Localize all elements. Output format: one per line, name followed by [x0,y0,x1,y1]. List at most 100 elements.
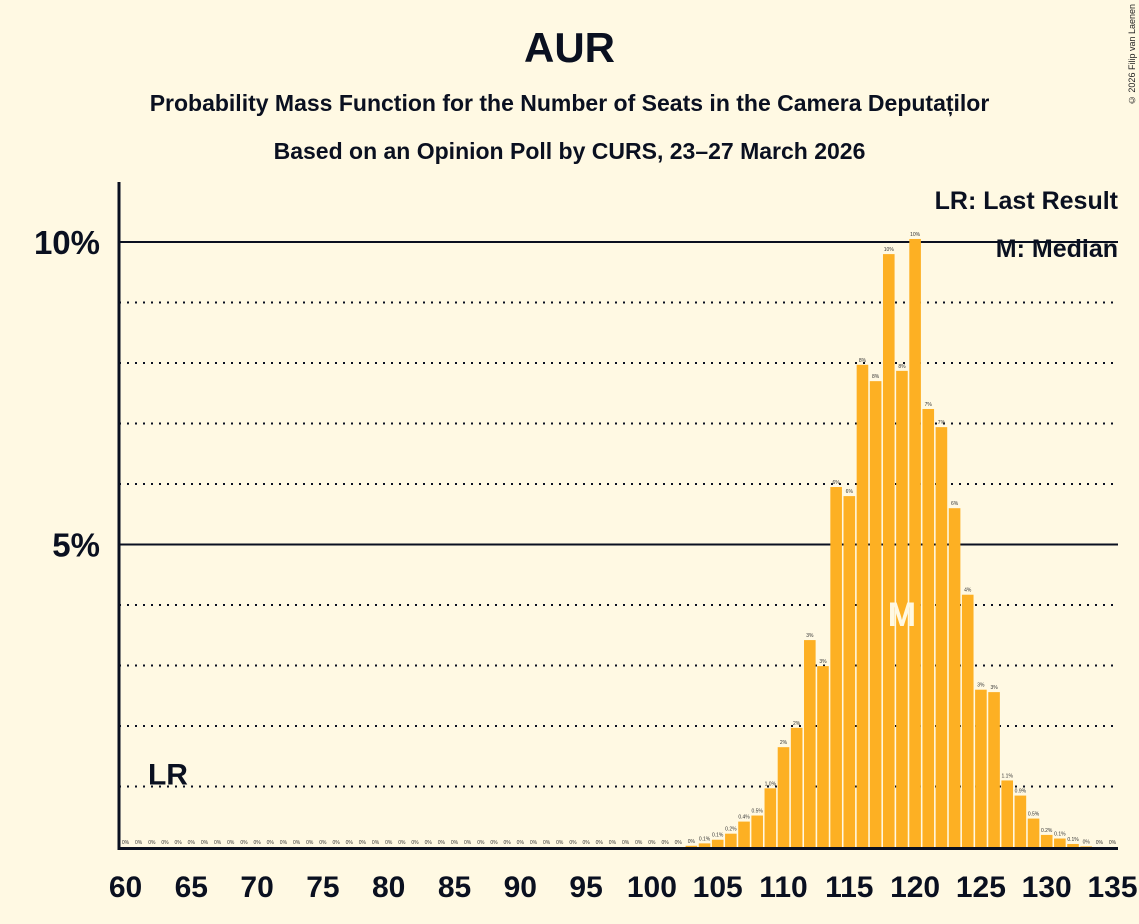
bar-label: 0% [477,840,485,846]
bar-label: 10% [910,232,921,238]
bar-label: 0.2% [1041,828,1053,834]
bar-label: 8% [898,364,906,370]
x-tick-label: 80 [372,871,405,904]
bar-seat-123 [948,508,961,847]
bar-seat-108 [751,815,763,847]
bar-label: 0% [188,840,196,846]
bar-label: 0.9% [1015,789,1027,795]
bar-label: 0% [1096,840,1104,846]
y-tick-label: 5% [52,527,100,564]
bar-seat-120 [909,238,921,848]
bar-label: 0% [293,840,301,846]
bar-seat-119 [896,370,908,847]
bar-label: 0% [635,840,643,846]
bar-label: 3% [806,633,814,639]
bar-label: 0% [438,840,446,846]
bar-label: 0.4% [738,815,750,821]
x-tick-label: 125 [956,871,1006,904]
bar-label: 7% [925,402,933,408]
bar-label: 6% [833,480,841,486]
legend-last-result: LR: Last Result [935,187,1119,215]
bar-label: 0% [385,840,393,846]
median-marker: M [888,596,916,634]
bar-seat-128 [1014,795,1027,847]
bar-label: 0% [425,840,433,846]
bar-seat-115 [843,496,856,847]
bar-label: 0.1% [699,836,711,842]
bar-label: 3% [990,685,998,691]
bar-label: 7% [938,420,946,426]
bar-label: 0% [688,839,696,845]
bar-label: 0% [306,840,314,846]
bar-seat-126 [988,692,1000,847]
bar-label: 0% [530,840,538,846]
x-tick-label: 115 [825,871,873,904]
bar-label: 8% [859,358,867,364]
bar-label: 0% [504,840,512,846]
bar-label: 0% [372,840,380,846]
bar-label: 0% [240,840,248,846]
bar-seat-127 [1001,780,1014,847]
bar-label: 0% [332,840,340,846]
bar-seat-107 [738,821,750,847]
chart-subtitle: Probability Mass Function for the Number… [149,90,990,116]
bar-seat-132 [1067,843,1079,847]
bar-seat-124 [961,594,974,847]
bar-label: 0% [253,840,261,846]
x-tick-label: 90 [504,871,537,904]
bar-label: 0% [280,840,288,846]
bar-label: 0% [451,840,459,846]
bar-label: 3% [819,659,827,665]
bar-label: 0% [201,840,209,846]
bar-label: 8% [872,374,880,380]
bar-label: 0% [411,840,419,846]
bar-label: 0% [622,840,630,846]
x-tick-label: 130 [1022,871,1072,904]
bar-label: 0% [464,840,472,846]
x-tick-label: 95 [569,871,602,904]
bar-label: 0% [648,840,656,846]
bar-label: 0.1% [712,833,724,839]
bar-label: 0.5% [751,809,763,815]
bar-seat-114 [830,487,842,847]
bar-label: 0% [148,840,156,846]
bar-label: 0% [398,840,406,846]
bar-seat-116 [856,364,869,847]
bar-label: 0% [675,840,683,846]
bar-seat-133 [1080,846,1092,847]
x-tick-label: 85 [438,871,471,904]
bar-label: 0% [1109,840,1117,846]
bar-label: 6% [951,501,959,507]
bar-label: 0% [543,840,551,846]
bar-label: 0% [319,840,327,846]
x-tick-label: 60 [109,871,142,904]
bar-label: 0% [517,840,525,846]
bar-label: 0.5% [1028,812,1040,818]
x-tick-label: 135 [1087,871,1137,904]
bar-label: 0% [214,840,222,846]
bar-label: 0% [359,840,367,846]
bar-seat-109 [764,788,777,847]
bar-seat-103 [685,845,698,847]
bar-label: 0% [582,840,590,846]
bar-seat-112 [804,640,816,847]
bar-seat-118 [882,254,895,848]
bar-label: 0% [135,840,143,846]
bar-label: 0% [1083,839,1091,845]
bar-label: 0% [609,840,617,846]
bar-seat-110 [777,747,790,847]
bar-label: 0.1% [1067,837,1079,843]
bar-label: 0% [661,840,669,846]
bar-seat-125 [975,689,987,847]
bar-label: 0% [175,840,183,846]
bar-label: 0% [490,840,498,846]
chart-title: AUR [524,24,615,71]
y-tick-label: 10% [34,224,100,261]
bar-seat-130 [1040,834,1053,847]
bar-label: 1.1% [1002,773,1014,779]
chart-subtitle-source: Based on an Opinion Poll by CURS, 23–27 … [273,138,866,164]
bar-seat-122 [935,427,948,847]
bar-label: 0% [569,840,577,846]
x-tick-label: 65 [175,871,208,904]
bar-label: 2% [793,721,801,727]
